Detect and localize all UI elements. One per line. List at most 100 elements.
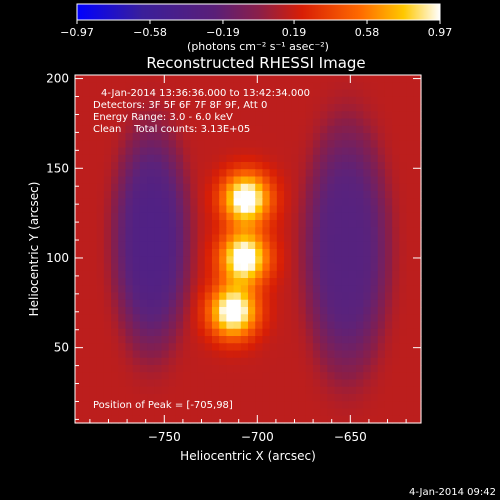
heatmap-cell xyxy=(168,227,177,236)
heatmap-cell xyxy=(139,118,148,127)
heatmap-cell xyxy=(377,292,386,301)
heatmap-cell xyxy=(305,270,314,279)
heatmap-cell xyxy=(211,321,220,330)
heatmap-cell xyxy=(399,401,408,410)
heatmap-cell xyxy=(147,89,155,98)
heatmap-cell xyxy=(103,278,112,286)
heatmap-cell xyxy=(363,183,372,192)
heatmap-cell xyxy=(384,162,393,170)
heatmap-cell xyxy=(305,198,314,207)
heatmap-cell xyxy=(334,314,343,323)
heatmap-cell xyxy=(377,314,386,323)
heatmap-cell xyxy=(341,278,350,286)
heatmap-cell xyxy=(111,386,119,395)
heatmap-cell xyxy=(197,118,206,127)
heatmap-cell xyxy=(197,256,206,265)
heatmap-cell xyxy=(96,285,105,294)
heatmap-cell xyxy=(262,386,271,395)
heatmap-cell xyxy=(298,336,307,344)
heatmap-cell xyxy=(197,372,206,381)
heatmap-cell xyxy=(204,154,213,163)
chart-title: Reconstructed RHESSI Image xyxy=(146,54,365,72)
heatmap-cell xyxy=(370,169,379,178)
heatmap-cell xyxy=(154,118,163,127)
heatmap-cell xyxy=(183,89,191,98)
heatmap-cell xyxy=(341,227,350,236)
heatmap-cell xyxy=(219,415,227,424)
heatmap-cell xyxy=(75,198,83,207)
heatmap-cell xyxy=(197,125,206,134)
heatmap-cell xyxy=(413,415,422,424)
heatmap-cell xyxy=(392,270,400,279)
heatmap-cell xyxy=(219,118,227,127)
heatmap-cell xyxy=(233,104,242,112)
heatmap-cell xyxy=(406,285,415,294)
heatmap-cell xyxy=(125,270,134,279)
heatmap-cell xyxy=(406,82,415,91)
heatmap-cell xyxy=(211,299,220,308)
heatmap-cell xyxy=(168,125,177,134)
heatmap-cell xyxy=(413,191,422,199)
heatmap-cell xyxy=(384,328,393,337)
heatmap-cell xyxy=(175,343,184,352)
heatmap-cell xyxy=(204,75,213,83)
heatmap-cell xyxy=(154,307,163,315)
heatmap-cell xyxy=(118,408,127,417)
heatmap-cell xyxy=(103,162,112,170)
heatmap-cell xyxy=(384,82,393,91)
heatmap-cell xyxy=(175,350,184,359)
heatmap-cell xyxy=(327,191,336,199)
heatmap-cell xyxy=(103,183,112,192)
heatmap-cell xyxy=(132,140,141,149)
heatmap-cell xyxy=(363,169,372,178)
heatmap-cell xyxy=(276,270,285,279)
heatmap-cell xyxy=(334,104,343,112)
heatmap-cell xyxy=(248,154,256,163)
heatmap-cell xyxy=(413,350,422,359)
heatmap-cell xyxy=(190,89,199,98)
heatmap-cell xyxy=(125,357,134,366)
heatmap-cell xyxy=(175,154,184,163)
heatmap-cell xyxy=(211,162,220,170)
heatmap-cell xyxy=(276,328,285,337)
heatmap-cell xyxy=(240,125,249,134)
heatmap-cell xyxy=(276,249,285,257)
heatmap-cell xyxy=(377,234,386,243)
heatmap-cell xyxy=(284,140,292,149)
heatmap-cell xyxy=(392,343,400,352)
heatmap-cell xyxy=(305,394,314,402)
heatmap-cell xyxy=(356,169,364,178)
heatmap-cell xyxy=(132,176,141,185)
heatmap-cell xyxy=(384,198,393,207)
heatmap-cell xyxy=(305,372,314,381)
heatmap-cell xyxy=(312,394,321,402)
heatmap-cell xyxy=(75,307,83,315)
heatmap-cell xyxy=(320,350,328,359)
heatmap-cell xyxy=(341,191,350,199)
heatmap-cell xyxy=(399,118,408,127)
heatmap-cell xyxy=(190,176,199,185)
heatmap-cell xyxy=(276,299,285,308)
heatmap-cell xyxy=(334,234,343,243)
heatmap-cell xyxy=(262,227,271,236)
heatmap-cell xyxy=(406,198,415,207)
heatmap-cell xyxy=(161,162,170,170)
heatmap-cell xyxy=(370,365,379,373)
heatmap-cell xyxy=(348,104,357,112)
heatmap-cell xyxy=(269,401,278,410)
heatmap-cell xyxy=(348,169,357,178)
y-tick-label: 200 xyxy=(46,72,69,86)
heatmap-cell xyxy=(89,285,98,294)
heatmap-cell xyxy=(161,133,170,141)
heatmap-cell xyxy=(370,278,379,286)
heatmap-cell xyxy=(370,96,379,105)
heatmap-cell xyxy=(103,96,112,105)
heatmap-cell xyxy=(269,314,278,323)
heatmap-cell xyxy=(320,278,328,286)
heatmap-cell xyxy=(356,372,364,381)
heatmap-cell xyxy=(291,386,300,395)
heatmap-cell xyxy=(168,140,177,149)
heatmap-cell xyxy=(341,82,350,91)
heatmap-cell xyxy=(269,372,278,381)
heatmap-cell xyxy=(363,75,372,83)
